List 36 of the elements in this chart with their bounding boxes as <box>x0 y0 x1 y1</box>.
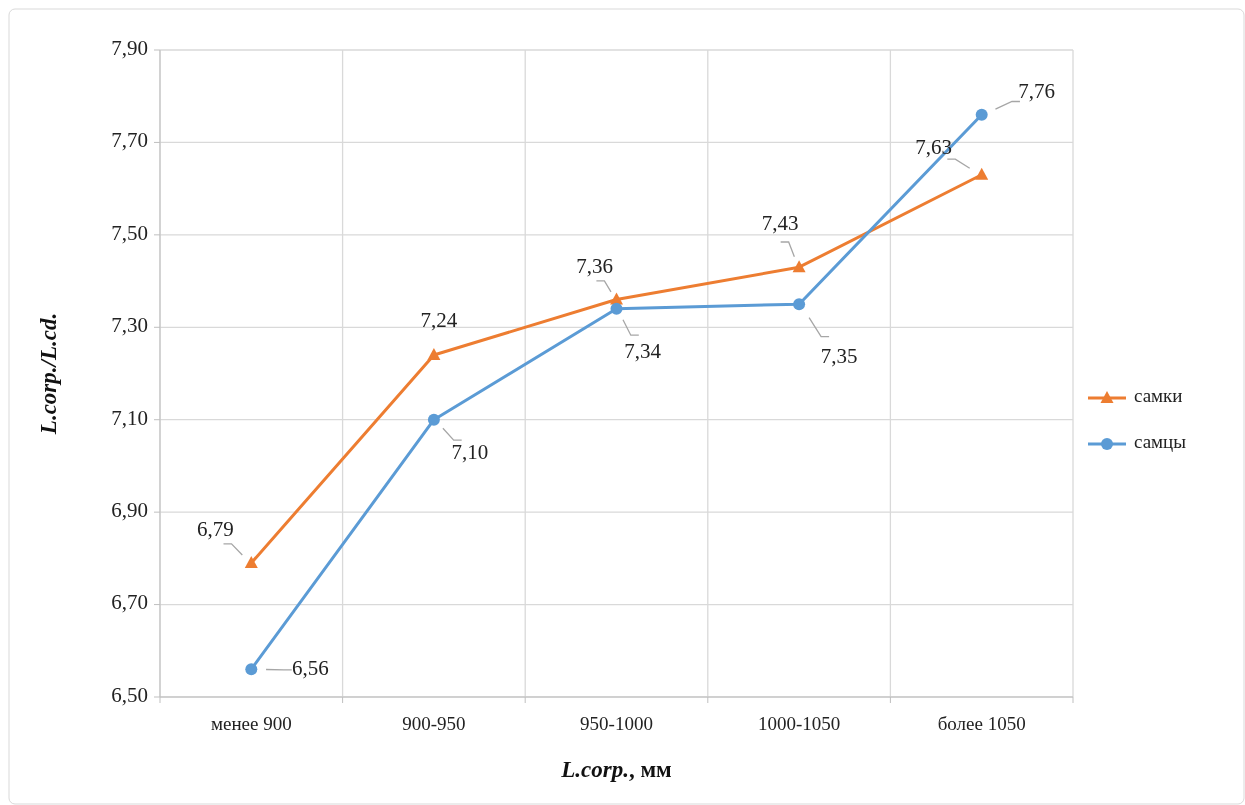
data-label: 7,76 <box>1018 78 1056 103</box>
data-label: 7,10 <box>451 439 489 464</box>
legend-label: самцы <box>1134 431 1187 453</box>
point <box>245 663 258 676</box>
point <box>427 348 441 361</box>
x-tick-label: более 1050 <box>937 713 1026 734</box>
point <box>792 260 806 273</box>
data-label: 6,56 <box>291 656 329 681</box>
data-label: 7,35 <box>820 343 858 368</box>
y-tick-label: 6,90 <box>111 497 148 522</box>
point <box>975 108 988 121</box>
x-axis-title: L.corp., мм <box>560 757 672 782</box>
x-tick-label: 950-1000 <box>580 713 653 734</box>
x-tick-label: 900-950 <box>402 713 466 734</box>
legend-label: самки <box>1134 385 1183 407</box>
y-tick-label: 6,50 <box>111 682 148 707</box>
y-tick-label: 7,50 <box>111 220 148 245</box>
data-label: 7,63 <box>915 134 953 159</box>
y-tick-label: 7,10 <box>111 405 148 430</box>
x-tick-label: менее 900 <box>210 713 292 734</box>
point <box>427 413 440 426</box>
y-axis-title: L.corp./L.cd. <box>36 312 61 436</box>
point <box>793 298 806 311</box>
data-label: 7,34 <box>624 338 662 363</box>
point <box>975 167 989 180</box>
data-label: 7,24 <box>420 307 458 332</box>
data-label: 6,79 <box>196 516 234 541</box>
y-tick-label: 7,90 <box>111 35 148 60</box>
data-label: 7,43 <box>761 211 799 236</box>
y-tick-label: 6,70 <box>111 590 148 615</box>
point <box>244 555 258 568</box>
y-tick-label: 7,70 <box>111 128 148 153</box>
x-tick-label: 1000-1050 <box>757 713 841 734</box>
data-label: 7,36 <box>576 254 613 279</box>
y-tick-label: 7,30 <box>111 313 148 338</box>
point <box>610 302 623 315</box>
